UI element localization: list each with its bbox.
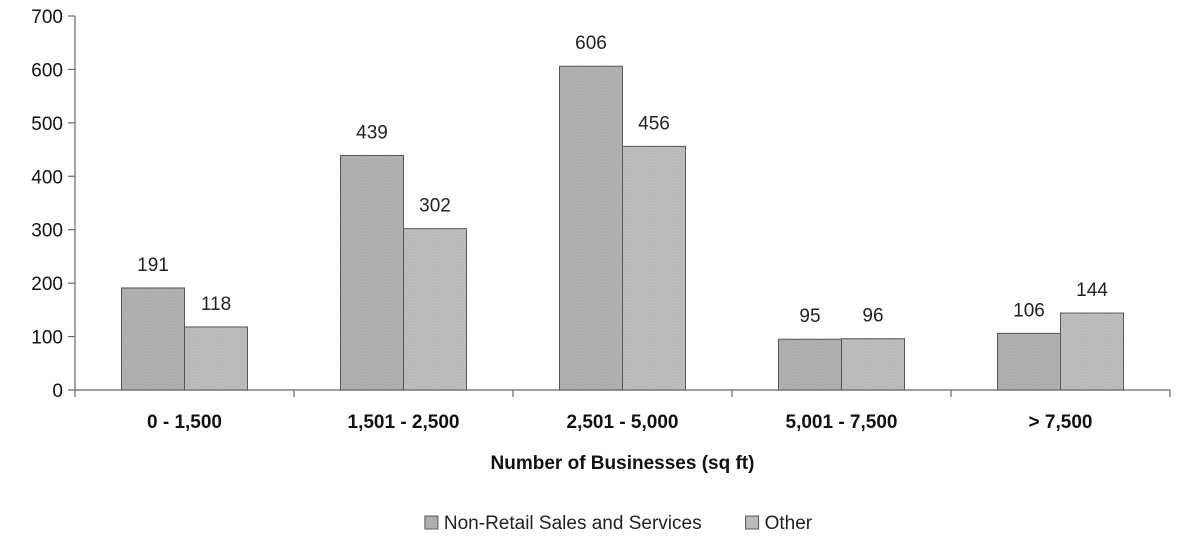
- data-label: 606: [575, 33, 607, 54]
- data-labels: 191 439 606 95 106 118 302 456 96 144: [137, 33, 1108, 327]
- y-tick-label: 0: [52, 381, 63, 402]
- data-label: 106: [1013, 300, 1045, 321]
- x-tick-label: 5,001 - 7,500: [786, 412, 898, 433]
- bar-texture: [184, 326, 248, 390]
- bar-texture: [1060, 313, 1124, 390]
- data-label: 95: [799, 306, 820, 327]
- x-tick-label: 2,501 - 5,000: [567, 412, 679, 433]
- bars: [121, 65, 1124, 391]
- y-tick-label: 400: [31, 167, 63, 188]
- data-label: 144: [1076, 280, 1108, 301]
- y-tick-label: 700: [31, 7, 63, 28]
- y-tick-label: 600: [31, 60, 63, 81]
- x-axis-title: Number of Businesses (sq ft): [491, 453, 755, 474]
- data-label: 439: [356, 122, 388, 143]
- data-label: 96: [862, 306, 883, 327]
- y-tick-label: 300: [31, 221, 63, 242]
- y-tick-label: 200: [31, 274, 63, 295]
- bar-texture: [622, 146, 686, 390]
- data-label: 456: [638, 113, 670, 134]
- bar-texture: [403, 228, 467, 390]
- data-label: 302: [419, 196, 451, 217]
- y-tick-label: 500: [31, 114, 63, 135]
- bar-texture: [121, 287, 185, 390]
- bar-texture: [340, 155, 404, 390]
- y-tick-label: 100: [31, 328, 63, 349]
- bar-texture: [778, 339, 842, 390]
- legend-label: Non-Retail Sales and Services: [444, 513, 702, 534]
- bar-texture: [559, 66, 623, 391]
- legend-swatch-texture: [424, 516, 438, 529]
- axes: 0 100 200 300 400 500 600 700 0 - 1,500 1,501 - 2…: [31, 7, 1171, 433]
- legend: Non-Retail Sales and Services Other: [424, 513, 813, 534]
- x-tick-label: 0 - 1,500: [147, 412, 222, 433]
- x-tick-label: > 7,500: [1029, 412, 1093, 433]
- x-tick-label: 1,501 - 2,500: [348, 412, 460, 433]
- bar-texture: [997, 333, 1061, 390]
- bar-texture: [841, 338, 905, 390]
- legend-label: Other: [765, 513, 813, 534]
- data-label: 118: [201, 294, 231, 315]
- legend-swatch-texture: [745, 516, 759, 529]
- data-label: 191: [137, 255, 169, 276]
